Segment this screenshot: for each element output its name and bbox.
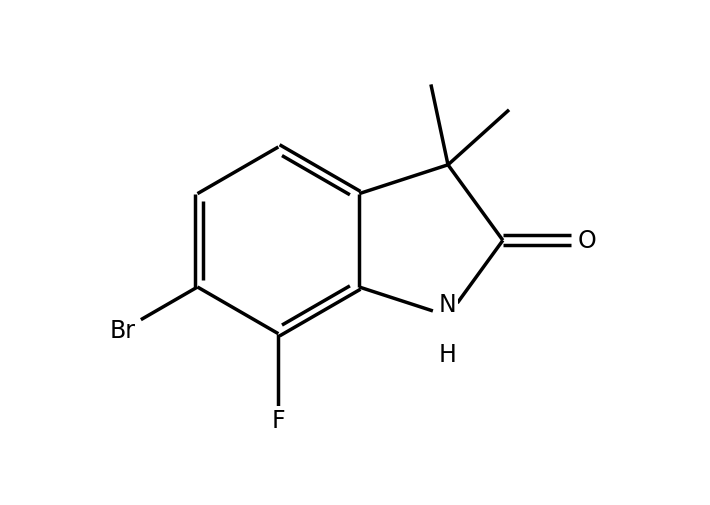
Text: Br: Br (110, 318, 136, 342)
Text: H: H (439, 342, 457, 366)
Text: O: O (577, 229, 596, 253)
Text: F: F (271, 408, 285, 432)
Text: N: N (439, 292, 457, 316)
